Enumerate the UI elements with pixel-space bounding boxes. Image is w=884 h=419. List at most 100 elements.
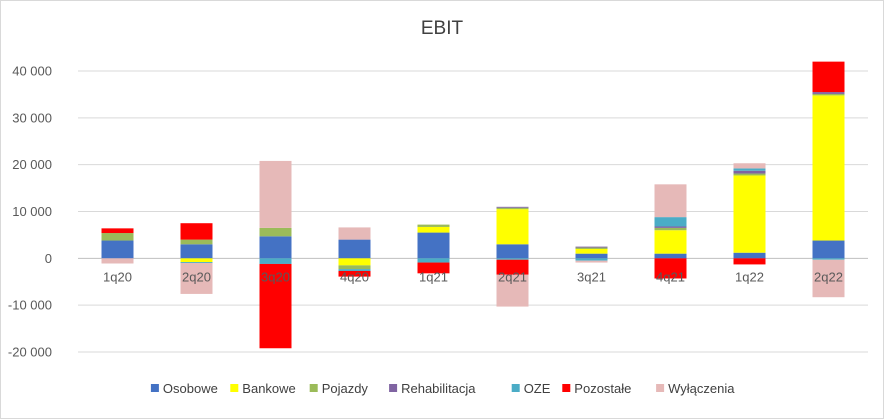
x-tick-label: 4q21 (656, 269, 685, 284)
bar-segment-oze-3q21 (575, 258, 608, 261)
bar-segment-rehabilitacja-4q21 (654, 226, 687, 228)
bar-layer (101, 61, 845, 349)
bar-segment-osobowe-4q20 (338, 239, 371, 259)
legend-label: Pojazdy (322, 381, 369, 396)
bar-segment-rehabilitacja-3q21 (575, 246, 608, 248)
x-tick-label: 1q21 (419, 269, 448, 284)
y-tick-label: 10 000 (12, 204, 52, 219)
x-tick-label: 4q20 (340, 269, 369, 284)
legend-label: Wyłączenia (668, 381, 735, 396)
x-tick-label: 2q22 (814, 269, 843, 284)
y-tick-label: -20 000 (8, 345, 52, 360)
x-tick-label: 3q20 (261, 269, 290, 284)
legend-swatch (150, 384, 159, 392)
bar-segment-pojazdy-1q21 (417, 224, 450, 227)
bar-segment-oze-2q22 (812, 258, 845, 260)
bar-segment-osobowe-2q21 (496, 244, 529, 259)
legend-item: Pozostałe (562, 381, 631, 396)
bar-segment-wy-czenia-2q21 (496, 274, 529, 307)
bar-segment-osobowe-4q21 (654, 253, 687, 259)
bar-segment-bankowe-2q20 (180, 258, 213, 263)
bar-segment-pozosta-e-2q20 (180, 223, 213, 240)
bar-segment-pozosta-e-3q20 (259, 263, 292, 349)
legend-swatch (389, 384, 398, 392)
bar-segment-oze-2q21 (496, 258, 529, 260)
bar-segment-pozosta-e-2q21 (496, 259, 529, 275)
bar-segment-pojazdy-2q20 (180, 239, 213, 245)
y-tick-label: -10 000 (8, 298, 52, 313)
bar-segment-pojazdy-1q20 (101, 233, 134, 241)
legend-item: Wyłączenia (656, 381, 735, 396)
bar-segment-pozosta-e-1q20 (101, 228, 134, 234)
bar-segment-osobowe-3q20 (259, 236, 292, 259)
bar-segment-oze-3q20 (259, 258, 292, 264)
bar-segment-oze-4q20 (338, 269, 371, 271)
legend-swatch (511, 384, 520, 392)
axis-layer: -20 000 -10 000 0 10 000 20 000 30 000 40 000 1… (8, 64, 843, 360)
bar-segment-wy-czenia-4q21 (654, 184, 687, 218)
chart-title: EBIT (421, 18, 464, 39)
bar-segment-wy-czenia-4q20 (338, 227, 371, 240)
bar-segment-oze-4q21 (654, 217, 687, 227)
bar-segment-pozosta-e-4q21 (654, 258, 687, 279)
bar-segment-osobowe-3q21 (575, 253, 608, 259)
bar-segment-pojazdy-4q21 (654, 227, 687, 231)
bar-segment-bankowe-1q22 (733, 175, 766, 253)
x-tick-label: 1q22 (735, 269, 764, 284)
bar-segment-pozosta-e-1q22 (733, 258, 766, 265)
bar-segment-pojazdy-1q22 (733, 173, 766, 176)
bar-segment-wy-czenia-3q20 (259, 160, 292, 228)
bar-segment-wy-czenia-1q22 (733, 163, 766, 169)
y-tick-label: 20 000 (12, 157, 52, 172)
legend-item: OZE (511, 381, 551, 396)
bar-segment-bankowe-4q20 (338, 258, 371, 266)
legend-item: Pojazdy (309, 381, 369, 396)
legend-swatch (562, 384, 571, 392)
bar-segment-osobowe-1q21 (417, 232, 450, 259)
bar-segment-rehabilitacja-2q22 (812, 92, 845, 94)
bar-segment-bankowe-3q21 (575, 248, 608, 254)
bar-segment-pojazdy-2q22 (812, 93, 845, 96)
bar-segment-bankowe-1q21 (417, 226, 450, 233)
legend-label: Osobowe (163, 381, 218, 396)
bar-segment-pojazdy-2q21 (496, 207, 529, 210)
bar-segment-pojazdy-4q20 (338, 265, 371, 270)
legend-swatch (230, 384, 239, 392)
bar-segment-wy-czenia-1q20 (101, 258, 134, 264)
bar-segment-pozosta-e-2q22 (812, 61, 845, 93)
bar-segment-oze-1q21 (417, 258, 450, 263)
legend-item: Rehabilitacja (389, 381, 476, 396)
bar-segment-osobowe-1q20 (101, 240, 134, 259)
bar-segment-rehabilitacja-1q22 (733, 170, 766, 174)
y-tick-label: 30 000 (12, 110, 52, 125)
bar-segment-osobowe-2q22 (812, 240, 845, 259)
bar-segment-rehabilitacja-2q21 (496, 206, 529, 208)
x-tick-label: 2q21 (498, 269, 527, 284)
y-tick-label: 0 (45, 251, 52, 266)
y-tick-label: 40 000 (12, 64, 52, 79)
legend-label: OZE (524, 381, 551, 396)
x-tick-label: 2q20 (182, 269, 211, 284)
x-tick-label: 3q21 (577, 269, 606, 284)
bar-segment-wy-czenia-3q21 (575, 260, 608, 263)
bar-segment-pozosta-e-1q21 (417, 262, 450, 274)
x-tick-label: 1q20 (103, 269, 132, 284)
bar-segment-bankowe-4q21 (654, 230, 687, 254)
bar-segment-osobowe-1q22 (733, 252, 766, 259)
bar-segment-osobowe-2q20 (180, 244, 213, 259)
bar-segment-wy-czenia-2q22 (812, 259, 845, 298)
legend-label: Rehabilitacja (401, 381, 476, 396)
bar-segment-bankowe-2q21 (496, 209, 529, 245)
bar-segment-wy-czenia-2q20 (180, 263, 213, 294)
legend: Osobowe Bankowe Pojazdy Rehabilitacja OZE Poz… (150, 381, 735, 396)
bar-segment-pozosta-e-4q20 (338, 270, 371, 277)
legend-swatch (309, 384, 318, 392)
bar-segment-pojazdy-3q21 (575, 247, 608, 249)
bar-segment-bankowe-2q22 (812, 95, 845, 241)
legend-item: Osobowe (150, 381, 218, 396)
bar-segment-pojazdy-3q20 (259, 227, 292, 237)
legend-label: Bankowe (242, 381, 295, 396)
grid-layer (78, 70, 868, 353)
